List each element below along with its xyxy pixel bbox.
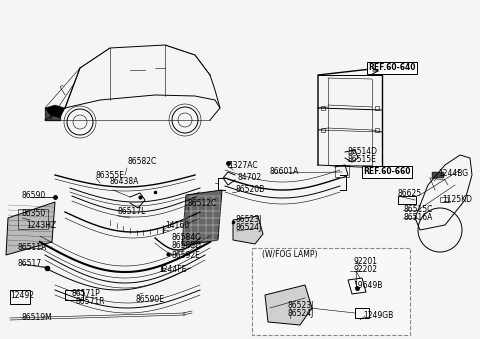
Text: 86571P: 86571P (72, 288, 101, 298)
Text: 86520B: 86520B (235, 185, 264, 195)
Polygon shape (182, 190, 222, 246)
Text: 19649B: 19649B (353, 281, 383, 291)
Text: 12492: 12492 (10, 292, 34, 300)
Bar (432, 172, 444, 178)
Polygon shape (6, 202, 55, 255)
Bar (252, 248, 410, 335)
Polygon shape (233, 216, 263, 244)
Text: 1125KD: 1125KD (442, 196, 472, 204)
Bar (398, 196, 416, 204)
Text: 1244FE: 1244FE (158, 265, 186, 275)
Text: 92202: 92202 (353, 265, 377, 275)
Text: 86584C: 86584C (172, 233, 202, 241)
Polygon shape (265, 285, 312, 325)
Bar (355, 308, 369, 318)
Text: 86524J: 86524J (287, 308, 313, 318)
Text: 86516A: 86516A (403, 213, 432, 221)
Text: 86524J: 86524J (235, 223, 262, 233)
Text: 86571R: 86571R (75, 297, 105, 305)
Text: 86515E: 86515E (348, 156, 377, 164)
Text: 86514D: 86514D (348, 147, 378, 157)
Bar (321, 128, 325, 132)
Text: 86582C: 86582C (128, 158, 157, 166)
Text: 86590E: 86590E (135, 296, 164, 304)
Bar (375, 128, 379, 132)
Text: 14160: 14160 (165, 221, 189, 231)
Text: 86519M: 86519M (22, 313, 53, 321)
Bar (10, 290, 30, 304)
Text: 86350: 86350 (22, 210, 46, 219)
Text: 1243HZ: 1243HZ (26, 220, 56, 230)
Text: 86590: 86590 (22, 192, 46, 200)
Text: 86585D: 86585D (172, 240, 202, 250)
Text: 92201: 92201 (353, 258, 377, 266)
Text: 86592E: 86592E (172, 252, 201, 260)
Bar (375, 106, 379, 110)
Text: 86512C: 86512C (188, 199, 217, 207)
Text: 86438A: 86438A (110, 178, 139, 186)
Text: 86523J: 86523J (287, 300, 313, 310)
Text: 86523J: 86523J (235, 216, 262, 224)
Text: 86515C: 86515C (403, 204, 432, 214)
Text: (W/FOG LAMP): (W/FOG LAMP) (262, 251, 317, 259)
Text: 86601A: 86601A (270, 167, 300, 177)
Bar (440, 197, 448, 202)
Bar (18, 209, 48, 229)
Text: 1244BG: 1244BG (438, 170, 468, 179)
Text: 1327AC: 1327AC (228, 161, 258, 171)
Text: REF.60-640: REF.60-640 (368, 63, 416, 73)
Text: 86625: 86625 (398, 190, 422, 199)
Text: 86517: 86517 (18, 259, 42, 268)
Bar (65, 290, 83, 300)
Text: 86511A: 86511A (18, 243, 47, 253)
Text: 86355E: 86355E (95, 171, 124, 179)
Text: 1249GB: 1249GB (363, 311, 393, 319)
Bar (335, 165, 349, 177)
Text: REF.60-660: REF.60-660 (363, 167, 410, 177)
Text: 84702: 84702 (237, 173, 261, 181)
Text: 86517L: 86517L (118, 207, 146, 217)
Bar (321, 106, 325, 110)
Polygon shape (45, 105, 65, 118)
